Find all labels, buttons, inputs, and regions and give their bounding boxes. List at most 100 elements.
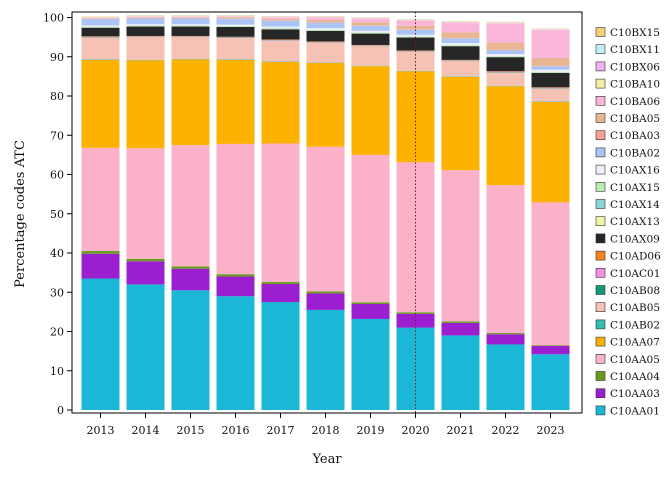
x-tick-label-2016: 2016	[222, 424, 250, 437]
bar-segment-C10AB05-2018	[307, 43, 345, 63]
bar-segment-C10AB05-2015	[172, 37, 210, 59]
bar-segment-C10AA07-2015	[172, 60, 210, 146]
legend-swatch-C10AA05	[596, 354, 605, 363]
bar-segment-C10AA05-2018	[307, 147, 345, 292]
legend-swatch-C10BX15	[596, 28, 605, 37]
y-tick-label-0: 0	[57, 404, 64, 417]
legend-swatch-C10AC01	[596, 268, 605, 277]
bar-segment-C10AX16-2021	[442, 43, 480, 45]
y-tick-label-90: 90	[50, 51, 64, 64]
legend-label-C10BX11: C10BX11	[610, 44, 660, 56]
x-tick-label-2013: 2013	[87, 424, 115, 437]
legend-label-C10BA06: C10BA06	[610, 96, 660, 108]
bar-segment-C10AA04-2014	[127, 259, 165, 261]
bar-segment-C10BA05-2018	[307, 20, 345, 22]
y-tick-label-50: 50	[50, 208, 64, 221]
bar-segment-C10AA05-2013	[82, 148, 120, 251]
y-tick-label-20: 20	[50, 326, 64, 339]
bar-segment-C10AA07-2023	[532, 102, 570, 202]
y-tick-label-80: 80	[50, 90, 64, 103]
legend-swatch-C10BA03	[596, 131, 605, 140]
bar-segment-C10AA03-2022	[487, 334, 525, 344]
legend-label-C10AB08: C10AB08	[610, 285, 660, 297]
bar-segment-C10AX16-2014	[127, 24, 165, 25]
legend-label-C10AX09: C10AX09	[610, 233, 660, 245]
bar-stack-2022	[487, 22, 525, 410]
bar-segment-C10AX09-2018	[307, 31, 345, 42]
legend-label-C10BX06: C10BX06	[610, 61, 660, 73]
y-tick-label-10: 10	[50, 365, 64, 378]
legend-label-C10BA10: C10BA10	[610, 79, 660, 91]
x-tick-label-2018: 2018	[312, 424, 340, 437]
legend-swatch-C10AX09	[596, 234, 605, 243]
legend-label-C10AA01: C10AA01	[610, 405, 660, 417]
bar-segment-C10AA05-2015	[172, 145, 210, 266]
legend-swatch-C10AX15	[596, 182, 605, 191]
bar-segment-C10AA04-2017	[262, 282, 300, 284]
bar-segment-C10BA05-2015	[172, 17, 210, 18]
bar-segment-C10AA07-2022	[487, 86, 525, 185]
legend-swatch-C10AD06	[596, 251, 605, 260]
bar-segment-C10AA01-2022	[487, 344, 525, 410]
legend-label-C10BA03: C10BA03	[610, 130, 660, 142]
y-axis-label: Percentage codes ATC	[13, 140, 28, 288]
bar-segment-C10AA03-2014	[127, 261, 165, 284]
bar-segment-C10AX09-2017	[262, 29, 300, 39]
legend-swatch-C10BA02	[596, 148, 605, 157]
bar-segment-C10BA06-2023	[532, 30, 570, 58]
bar-segment-C10AA07-2017	[262, 62, 300, 144]
bar-segment-C10AB05-2016	[217, 38, 255, 60]
bar-segment-C10BA06-2018	[307, 18, 345, 20]
x-tick-label-2020: 2020	[402, 424, 430, 437]
legend-swatch-C10BA10	[596, 79, 605, 88]
bar-segment-C10AA03-2013	[82, 254, 120, 279]
bar-segment-C10AA04-2021	[442, 321, 480, 323]
bar-segment-C10AX09-2022	[487, 57, 525, 71]
bar-segment-C10AB05-2013	[82, 38, 120, 60]
bar-segment-C10AB05-2021	[442, 61, 480, 76]
legend-swatch-C10AA04	[596, 372, 605, 381]
bar-segment-C10AA04-2016	[217, 274, 255, 276]
bar-segment-C10AA01-2019	[352, 319, 390, 410]
bar-stack-2016	[217, 15, 255, 410]
bar-segment-C10BA05-2017	[262, 19, 300, 20]
bar-segment-C10AA03-2023	[532, 346, 570, 354]
bar-stack-2017	[262, 16, 300, 410]
legend-swatch-C10AB02	[596, 320, 605, 329]
x-tick-label-2017: 2017	[267, 424, 295, 437]
legend-label-C10AX13: C10AX13	[610, 216, 660, 228]
x-tick-label-2019: 2019	[357, 424, 385, 437]
x-tick-label-2021: 2021	[447, 424, 475, 437]
bar-segment-C10BA05-2019	[352, 22, 390, 25]
bar-segment-C10AA01-2017	[262, 302, 300, 410]
bar-segment-C10BA02-2023	[532, 66, 570, 70]
legend-label-C10AX14: C10AX14	[610, 199, 660, 211]
y-tick-label-60: 60	[50, 169, 64, 182]
bar-segment-C10AB05-2023	[532, 89, 570, 102]
bar-segment-C10AA07-2019	[352, 66, 390, 155]
bar-segment-C10AX16-2022	[487, 54, 525, 56]
legend-swatch-C10AA01	[596, 406, 605, 415]
bar-segment-C10AA01-2023	[532, 354, 570, 410]
bar-segment-C10AA01-2014	[127, 284, 165, 410]
bar-segment-C10BA02-2022	[487, 50, 525, 54]
bar-segment-C10AX16-2013	[82, 25, 120, 26]
bar-segment-C10AA03-2016	[217, 277, 255, 297]
legend-swatch-C10AB08	[596, 286, 605, 295]
bar-segment-C10BA05-2022	[487, 43, 525, 50]
bar-segment-C10AX09-2016	[217, 27, 255, 37]
bar-segment-C10AX09-2013	[82, 28, 120, 37]
bar-segment-C10BA02-2015	[172, 18, 210, 24]
bar-segment-C10AA05-2017	[262, 143, 300, 282]
bar-segment-C10AX09-2019	[352, 34, 390, 45]
legend-label-C10AX16: C10AX16	[610, 165, 660, 177]
bar-segment-C10BA06-2022	[487, 23, 525, 42]
bar-segment-C10AX16-2023	[532, 70, 570, 72]
bar-segment-C10AA07-2018	[307, 63, 345, 147]
legend-label-C10BX15: C10BX15	[610, 27, 660, 39]
bar-segment-C10AA05-2023	[532, 202, 570, 345]
bar-segment-C10AA04-2023	[532, 345, 570, 346]
bar-segment-C10BA02-2014	[127, 18, 165, 24]
